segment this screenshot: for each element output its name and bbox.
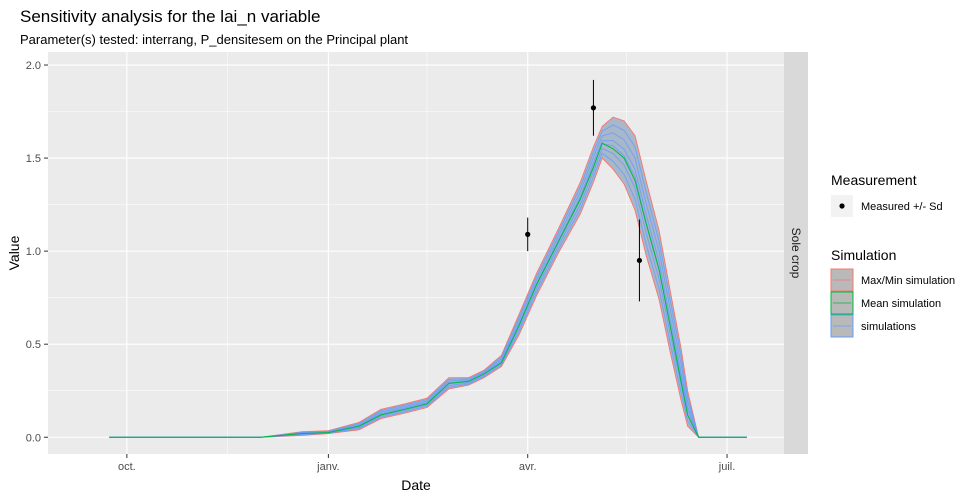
chart-subtitle: Parameter(s) tested: interrang, P_densit…	[20, 32, 408, 47]
legend-simulations-label: simulations	[861, 321, 917, 333]
legend-measured-point	[839, 203, 845, 209]
grid-minor	[25, 52, 784, 454]
y-axis: 0.0 0.5 1.0 1.5 2.0	[26, 60, 48, 444]
legend-measured-label: Measured +/- Sd	[861, 201, 943, 213]
chart-title: Sensitivity analysis for the lai_n varia…	[20, 7, 320, 26]
legend: Measurement Measured +/- Sd Simulation M…	[830, 172, 955, 338]
x-tick-label: oct.	[118, 461, 136, 473]
facet-strip-label: Sole crop	[789, 228, 803, 279]
x-tick-label: juil.	[718, 461, 736, 473]
x-axis: oct. janv. avr. juil.	[118, 454, 735, 473]
mean-simulation-line	[109, 142, 747, 438]
legend-measurement-title: Measurement	[831, 172, 917, 188]
measurement-point	[525, 231, 531, 237]
y-tick-label: 0.0	[26, 432, 41, 444]
facet-strip	[784, 52, 808, 454]
x-tick-label: janv.	[316, 461, 339, 473]
y-axis-title: Value	[6, 235, 22, 270]
measure-layer	[525, 79, 643, 302]
y-tick-label: 2.0	[26, 60, 41, 72]
ribbon-max-min	[109, 116, 747, 438]
grid-major	[48, 52, 784, 454]
ribbon-layer	[109, 116, 747, 438]
simulation-line	[109, 124, 747, 438]
legend-mean-label: Mean simulation	[861, 298, 941, 310]
legend-maxmin-label: Max/Min simulation	[861, 275, 955, 287]
measurement-point	[636, 257, 643, 264]
y-tick-label: 1.0	[26, 246, 41, 258]
simulation-line	[109, 152, 747, 438]
y-tick-label: 1.5	[26, 153, 41, 165]
plot-panel	[48, 52, 784, 454]
x-axis-title: Date	[401, 477, 431, 493]
x-tick-label: avr.	[519, 461, 537, 473]
simulation-line	[109, 147, 747, 438]
y-tick-label: 0.5	[26, 339, 41, 351]
simulation-line	[109, 132, 747, 438]
measurement-point	[590, 105, 597, 111]
line-layer	[109, 124, 747, 438]
legend-simulation-title: Simulation	[831, 247, 896, 263]
